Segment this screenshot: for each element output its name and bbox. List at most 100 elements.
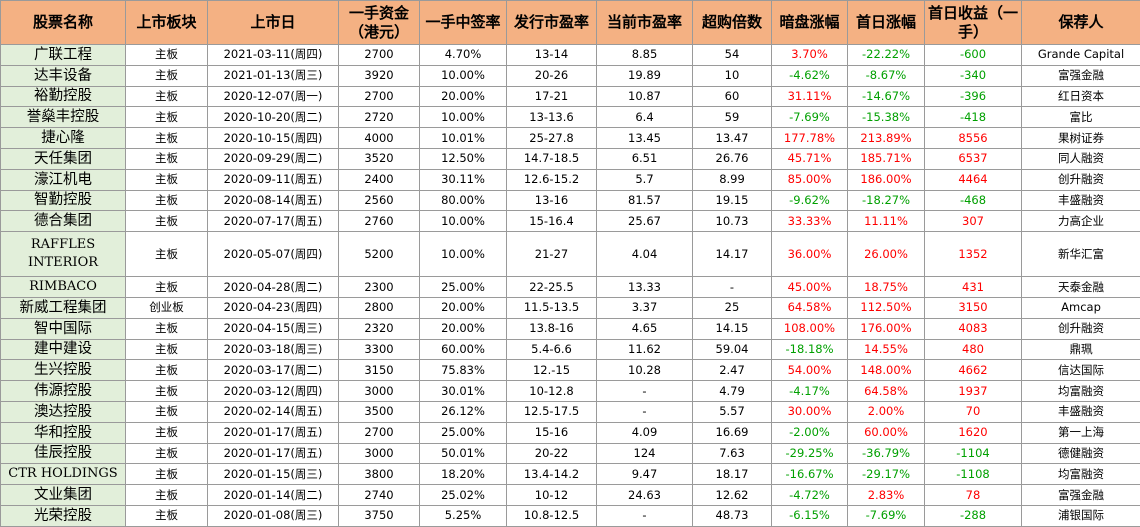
win-rate-cell: 26.12%	[420, 401, 507, 422]
first-day-return-cell: 4662	[925, 360, 1022, 381]
first-day-change-cell: -22.22%	[848, 45, 925, 66]
issue-pe-cell: 10.8-12.5	[507, 505, 597, 526]
win-rate-cell: 20.00%	[420, 297, 507, 318]
listing-date-cell: 2020-09-29(周二)	[208, 148, 339, 169]
sponsor-cell: 均富融资	[1022, 381, 1140, 402]
board-cell: 主板	[126, 277, 208, 298]
stock-name-cell: RAFFLES INTERIOR	[1, 232, 126, 277]
win-rate-cell: 60.00%	[420, 339, 507, 360]
stock-name-cell: 华和控股	[1, 422, 126, 443]
lot-cost-cell: 2800	[339, 297, 420, 318]
first-day-change-cell: 213.89%	[848, 128, 925, 149]
board-cell: 主板	[126, 169, 208, 190]
first-day-return-cell: 4083	[925, 318, 1022, 339]
header-sponsor: 保荐人	[1022, 1, 1140, 45]
first-day-change-cell: 186.00%	[848, 169, 925, 190]
header-board: 上市板块	[126, 1, 208, 45]
header-win-rate: 一手中签率	[420, 1, 507, 45]
first-day-return-cell: 3150	[925, 297, 1022, 318]
grey-market-change-cell: 54.00%	[772, 360, 848, 381]
grey-market-change-cell: 177.78%	[772, 128, 848, 149]
board-cell: 主板	[126, 464, 208, 485]
win-rate-cell: 30.11%	[420, 169, 507, 190]
first-day-return-cell: -468	[925, 190, 1022, 211]
listing-date-cell: 2020-07-17(周五)	[208, 211, 339, 232]
lot-cost-cell: 3500	[339, 401, 420, 422]
lot-cost-cell: 3300	[339, 339, 420, 360]
sponsor-cell: 创升融资	[1022, 169, 1140, 190]
first-day-return-cell: 78	[925, 485, 1022, 506]
current-pe-cell: 3.37	[597, 297, 693, 318]
stock-name-cell: 天任集团	[1, 148, 126, 169]
current-pe-cell: 6.51	[597, 148, 693, 169]
win-rate-cell: 50.01%	[420, 443, 507, 464]
first-day-change-cell: -18.27%	[848, 190, 925, 211]
issue-pe-cell: 17-21	[507, 86, 597, 107]
board-cell: 主板	[126, 65, 208, 86]
stock-name-cell: 濠江机电	[1, 169, 126, 190]
lot-cost-cell: 3520	[339, 148, 420, 169]
first-day-return-cell: -418	[925, 107, 1022, 128]
first-day-return-cell: -600	[925, 45, 1022, 66]
grey-market-change-cell: -7.69%	[772, 107, 848, 128]
sponsor-cell: Amcap	[1022, 297, 1140, 318]
first-day-change-cell: -15.38%	[848, 107, 925, 128]
win-rate-cell: 80.00%	[420, 190, 507, 211]
sponsor-cell: 富比	[1022, 107, 1140, 128]
header-name: 股票名称	[1, 1, 126, 45]
first-day-change-cell: -14.67%	[848, 86, 925, 107]
current-pe-cell: 8.85	[597, 45, 693, 66]
first-day-change-cell: 185.71%	[848, 148, 925, 169]
listing-date-cell: 2020-03-17(周二)	[208, 360, 339, 381]
oversubscription-cell: 8.99	[693, 169, 772, 190]
oversubscription-cell: 10.73	[693, 211, 772, 232]
first-day-change-cell: -29.17%	[848, 464, 925, 485]
issue-pe-cell: 22-25.5	[507, 277, 597, 298]
current-pe-cell: -	[597, 381, 693, 402]
stock-name-cell: 新威工程集团	[1, 297, 126, 318]
issue-pe-cell: 12.6-15.2	[507, 169, 597, 190]
listing-date-cell: 2020-10-20(周二)	[208, 107, 339, 128]
oversubscription-cell: -	[693, 277, 772, 298]
issue-pe-cell: 25-27.8	[507, 128, 597, 149]
header-oversub: 超购倍数	[693, 1, 772, 45]
sponsor-cell: 富强金融	[1022, 485, 1140, 506]
issue-pe-cell: 13-13.6	[507, 107, 597, 128]
lot-cost-cell: 2740	[339, 485, 420, 506]
board-cell: 主板	[126, 318, 208, 339]
stock-name-cell: RIMBACO	[1, 277, 126, 298]
grey-market-change-cell: 30.00%	[772, 401, 848, 422]
issue-pe-cell: 13.4-14.2	[507, 464, 597, 485]
first-day-return-cell: -1104	[925, 443, 1022, 464]
lot-cost-cell: 3750	[339, 505, 420, 526]
listing-date-cell: 2020-01-14(周二)	[208, 485, 339, 506]
current-pe-cell: 13.33	[597, 277, 693, 298]
listing-date-cell: 2020-04-23(周四)	[208, 297, 339, 318]
issue-pe-cell: 10-12	[507, 485, 597, 506]
first-day-change-cell: 18.75%	[848, 277, 925, 298]
win-rate-cell: 10.00%	[420, 65, 507, 86]
sponsor-cell: 天泰金融	[1022, 277, 1140, 298]
header-return: 首日收益（一手）	[925, 1, 1022, 45]
stock-name-cell: 伟源控股	[1, 381, 126, 402]
grey-market-change-cell: -2.00%	[772, 422, 848, 443]
issue-pe-cell: 15-16	[507, 422, 597, 443]
sponsor-cell: 红日资本	[1022, 86, 1140, 107]
oversubscription-cell: 26.76	[693, 148, 772, 169]
lot-cost-cell: 2400	[339, 169, 420, 190]
oversubscription-cell: 14.15	[693, 318, 772, 339]
current-pe-cell: 10.28	[597, 360, 693, 381]
listing-date-cell: 2020-09-11(周五)	[208, 169, 339, 190]
board-cell: 主板	[126, 107, 208, 128]
header-row: 股票名称 上市板块 上市日 一手资金（港元） 一手中签率 发行市盈率 当前市盈率…	[1, 1, 1140, 45]
lot-cost-cell: 2760	[339, 211, 420, 232]
lot-cost-cell: 2560	[339, 190, 420, 211]
grey-market-change-cell: -16.67%	[772, 464, 848, 485]
